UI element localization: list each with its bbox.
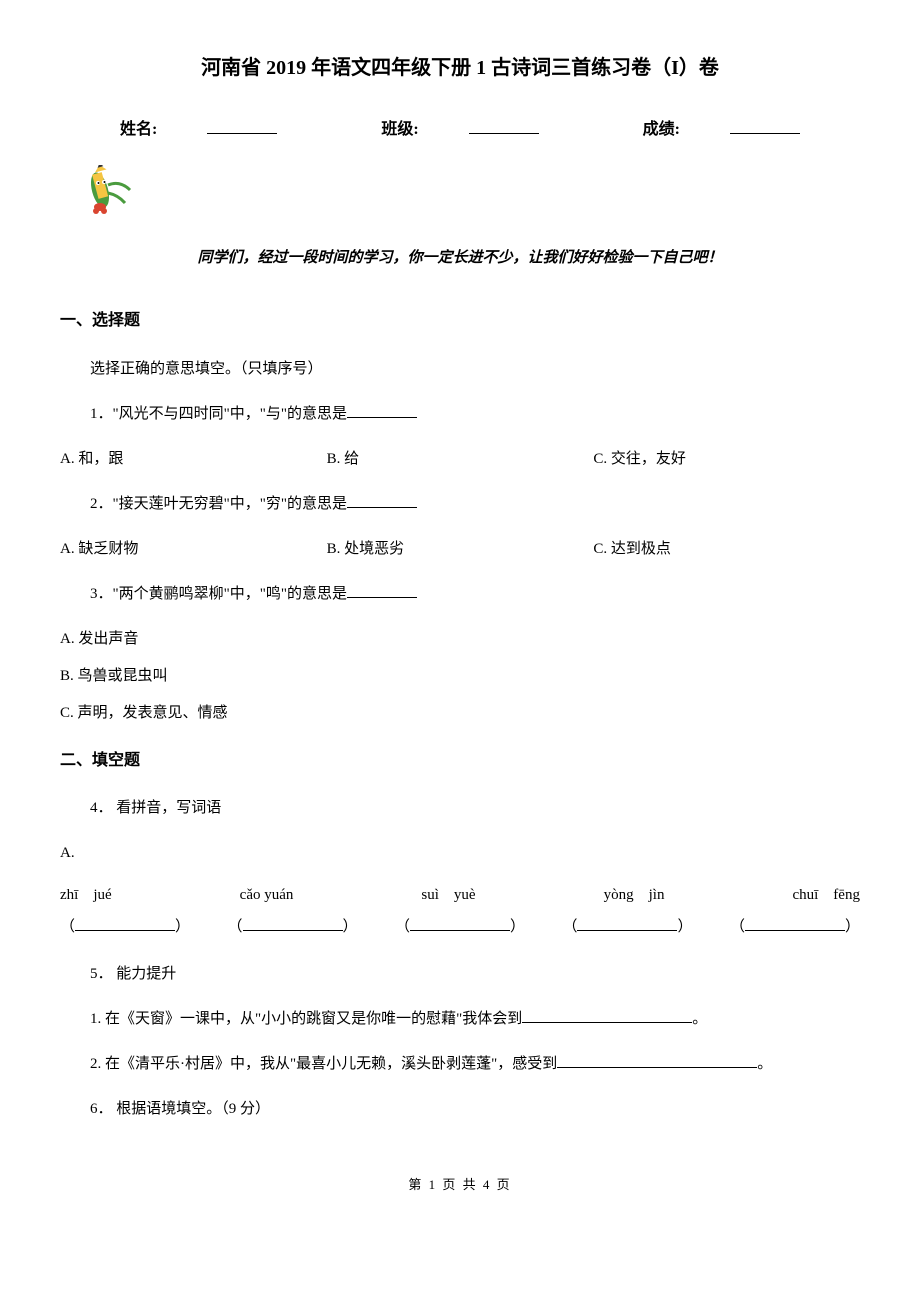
bracket-2: （） [227, 914, 357, 941]
bracket-3: （） [395, 914, 525, 941]
section-1-heading: 一、选择题 [60, 307, 860, 336]
q2-option-b: B. 处境恶劣 [327, 536, 594, 563]
question-1-options: A. 和，跟 B. 给 C. 交往，友好 [60, 446, 860, 473]
pinyin-1: zhī jué [60, 882, 112, 909]
bracket-4: （） [562, 914, 692, 941]
q3-option-a: A. 发出声音 [60, 626, 860, 653]
question-3: 3．"两个黄鹂鸣翠柳"中，"鸣"的意思是 [90, 581, 860, 608]
pencil-mascot-icon [80, 165, 860, 225]
q2-option-c: C. 达到极点 [593, 536, 860, 563]
question-1: 1．"风光不与四时同"中，"与"的意思是 [90, 401, 860, 428]
pinyin-4: yòng jìn [604, 882, 665, 909]
q1-option-c: C. 交往，友好 [593, 446, 860, 473]
bracket-5: （） [730, 914, 860, 941]
question-5: 5． 能力提升 [90, 961, 860, 988]
question-4: 4． 看拼音，写词语 [90, 795, 860, 822]
question-2: 2．"接天莲叶无穷碧"中，"穷"的意思是 [90, 491, 860, 518]
page-footer: 第 1 页 共 4 页 [60, 1173, 860, 1196]
section-1-intro: 选择正确的意思填空。（只填序号） [90, 356, 860, 383]
question-6: 6． 根据语境填空。（9 分） [90, 1096, 860, 1123]
class-field: 班级: [356, 121, 563, 138]
bracket-row: （） （） （） （） （） [60, 914, 860, 941]
pinyin-row: zhī jué cǎo yuán suì yuè yòng jìn chuī f… [60, 882, 860, 909]
score-field: 成绩: [618, 121, 825, 138]
section-2-heading: 二、填空题 [60, 747, 860, 776]
question-5-sub1: 1. 在《天窗》一课中，从"小小的跳窗又是你唯一的慰藉"我体会到。 [90, 1006, 860, 1033]
q1-option-a: A. 和，跟 [60, 446, 327, 473]
student-info-line: 姓名: 班级: 成绩: [60, 116, 860, 145]
instruction-text: 同学们，经过一段时间的学习，你一定长进不少，让我们好好检验一下自己吧！ [60, 245, 860, 272]
q2-option-a: A. 缺乏财物 [60, 536, 327, 563]
question-5-sub2: 2. 在《清平乐·村居》中，我从"最喜小儿无赖，溪头卧剥莲蓬"，感受到。 [90, 1051, 860, 1078]
q1-option-b: B. 给 [327, 446, 594, 473]
question-3-options: A. 发出声音 B. 鸟兽或昆虫叫 C. 声明，发表意见、情感 [60, 626, 860, 727]
document-title: 河南省 2019 年语文四年级下册 1 古诗词三首练习卷（I）卷 [60, 50, 860, 86]
pinyin-5: chuī fēng [792, 882, 859, 909]
name-field: 姓名: [95, 121, 302, 138]
pinyin-2: cǎo yuán [240, 882, 294, 909]
q4-label-a: A. [60, 840, 860, 867]
bracket-1: （） [60, 914, 190, 941]
q3-option-c: C. 声明，发表意见、情感 [60, 700, 860, 727]
pinyin-3: suì yuè [421, 882, 475, 909]
question-2-options: A. 缺乏财物 B. 处境恶劣 C. 达到极点 [60, 536, 860, 563]
q3-option-b: B. 鸟兽或昆虫叫 [60, 663, 860, 690]
